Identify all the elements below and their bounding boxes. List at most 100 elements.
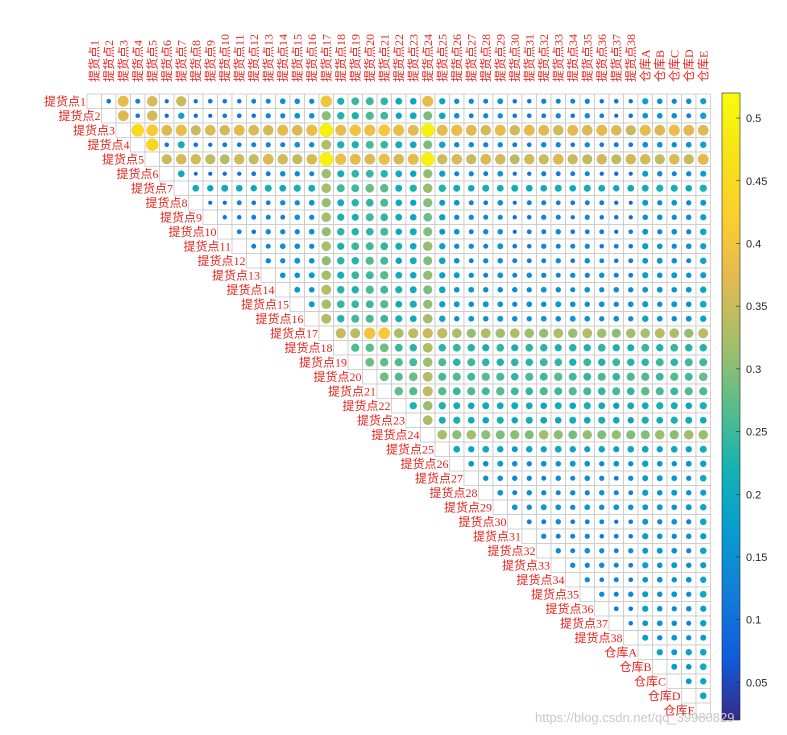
correlation-bubble [685,286,692,293]
colorbar-tick-label: 0.25 [746,427,767,439]
matrix-cell [608,615,624,631]
correlation-bubble [538,124,550,136]
correlation-bubble [526,272,532,278]
correlation-bubble [656,98,663,105]
correlation-bubble [294,286,301,293]
correlation-bubble [700,533,707,540]
correlation-bubble [541,229,547,235]
correlation-bubble [598,184,606,192]
correlation-bubble [280,258,286,264]
correlation-bubble [541,98,547,104]
correlation-bubble [465,124,477,136]
correlation-bubble [597,430,607,440]
matrix-cell [202,209,218,225]
correlation-bubble [335,328,346,339]
correlation-bubble [700,315,707,322]
correlation-bubble [570,272,576,278]
matrix-cell [304,311,320,327]
correlation-bubble [423,212,433,222]
correlation-bubble [599,577,605,583]
correlation-bubble [468,171,474,177]
correlation-bubble [628,171,633,176]
correlation-bubble [613,577,619,583]
correlation-bubble [510,372,519,381]
column-label: 提货点23 [405,34,420,82]
row-label: 提货点36 [545,601,593,616]
correlation-bubble [294,98,301,105]
correlation-bubble [321,212,332,223]
correlation-bubble [685,504,692,511]
correlation-bubble [685,243,692,250]
correlation-bubble [671,243,677,249]
correlation-bubble [395,112,402,119]
correlation-bubble [279,184,287,192]
correlation-bubble [526,475,532,481]
correlation-bubble [208,142,213,147]
correlation-bubble [497,170,504,177]
correlation-bubble [453,272,460,279]
matrix-cell [594,601,610,617]
correlation-bubble [365,111,374,120]
correlation-bubble [569,184,577,192]
correlation-bubble [611,328,621,338]
correlation-bubble [321,139,332,150]
correlation-bubble [614,171,619,176]
correlation-bubble [349,124,361,136]
correlation-bubble [526,504,532,510]
correlation-bubble [265,258,271,264]
correlation-bubble [555,287,561,293]
correlation-bubble [570,548,576,554]
correlation-bubble [117,110,129,122]
correlation-bubble [642,620,649,627]
correlation-bubble [699,648,707,656]
correlation-bubble [481,358,490,367]
row-label: 提货点5 [102,151,144,166]
row-label: 提货点30 [458,514,506,529]
column-label: 提货点4 [130,40,145,82]
correlation-bubble [628,272,634,278]
correlation-bubble [280,214,286,220]
correlation-bubble [482,315,489,322]
correlation-bubble [541,113,547,119]
correlation-bubble [265,142,271,148]
correlation-bubble [700,112,707,119]
correlation-bubble [554,184,562,192]
correlation-bubble [683,154,694,165]
correlation-bubble [466,154,477,165]
correlation-bubble [176,96,187,107]
correlation-bubble [628,577,634,583]
correlation-bubble [365,227,374,236]
row-label: 仓库E [664,702,695,717]
correlation-bubble [351,97,360,106]
correlation-bubble [351,286,359,294]
correlation-bubble [670,445,678,453]
correlation-bubble [699,358,708,367]
correlation-bubble [468,113,474,119]
correlation-bubble [538,154,549,165]
correlation-bubble [306,124,318,136]
correlation-bubble [642,460,649,467]
row-label: 提货点17 [270,325,318,340]
matrix-cell [173,180,189,196]
correlation-bubble [219,154,230,165]
correlation-bubble [308,272,315,279]
correlation-bubble [584,171,590,177]
correlation-bubble [309,142,315,148]
correlation-bubble [697,124,709,136]
correlation-bubble [669,328,680,339]
correlation-bubble [584,243,590,249]
correlation-bubble [380,285,389,294]
correlation-bubble [235,184,243,192]
matrix-cell [420,427,436,443]
row-label: 仓库C [634,673,666,688]
correlation-bubble [452,343,461,352]
correlation-bubble [363,327,376,340]
correlation-bubble [512,243,518,249]
column-label: 提货点26 [449,34,464,82]
correlation-bubble [380,97,389,106]
correlation-bubble [409,271,417,279]
correlation-bubble [599,490,605,496]
correlation-bubble [628,287,634,293]
correlation-bubble [351,169,360,178]
